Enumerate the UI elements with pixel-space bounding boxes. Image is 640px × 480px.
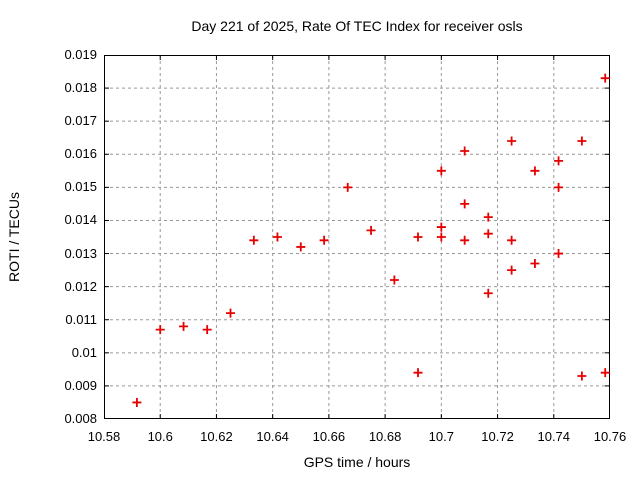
y-tick-label: 0.015 [64, 179, 97, 195]
data-point-marker [319, 235, 329, 245]
chart-title: Day 221 of 2025, Rate Of TEC Index for r… [191, 18, 523, 34]
data-point-marker [483, 288, 493, 298]
y-tick-label: 0.011 [65, 311, 97, 327]
data-point-marker [366, 225, 376, 235]
data-point-marker [413, 232, 423, 242]
data-point-marker [577, 371, 587, 381]
data-point-marker [249, 235, 259, 245]
data-point-marker [554, 182, 564, 192]
y-tick-label: 0.018 [64, 80, 97, 96]
data-point-marker [202, 325, 212, 335]
scatter-plot-canvas [104, 55, 610, 419]
x-tick-label: 10.66 [312, 429, 346, 444]
x-tick-label: 10.64 [256, 429, 289, 444]
data-point-marker [155, 325, 165, 335]
data-point-marker [460, 199, 470, 209]
data-point-marker [389, 275, 399, 285]
data-point-marker [272, 232, 282, 242]
plot-area [104, 55, 610, 419]
y-tick-label: 0.01 [71, 344, 97, 360]
data-point-marker [507, 136, 517, 146]
data-point-marker [436, 232, 446, 242]
x-tick-label: 10.74 [537, 429, 571, 444]
data-point-marker [483, 229, 493, 239]
data-point-marker [600, 73, 610, 83]
data-point-marker [436, 166, 446, 176]
y-tick-label: 0.014 [64, 212, 97, 228]
x-tick-label: 10.7 [428, 429, 454, 444]
y-axis-label: ROTI / TECUs [6, 192, 22, 282]
y-tick-label: 0.012 [64, 278, 97, 294]
data-point-marker [530, 166, 540, 176]
data-point-marker [530, 258, 540, 268]
x-tick-label: 10.68 [368, 429, 402, 444]
data-point-marker [507, 235, 517, 245]
data-point-marker [132, 397, 142, 407]
data-point-marker [577, 136, 587, 146]
data-point-marker [413, 368, 423, 378]
data-point-marker [507, 265, 517, 275]
data-point-marker [343, 182, 353, 192]
y-tick-label: 0.019 [64, 47, 97, 62]
data-point-marker [436, 222, 446, 232]
data-point-marker [483, 212, 493, 222]
data-point-marker [554, 249, 564, 259]
data-point-marker [600, 368, 610, 378]
y-tick-label: 0.008 [64, 411, 97, 426]
plot-frame [104, 55, 610, 419]
y-tick-label: 0.009 [64, 377, 97, 393]
data-point-marker [460, 235, 470, 245]
data-point-marker [554, 156, 564, 166]
data-point-marker [179, 321, 189, 331]
x-tick-label: 10.62 [200, 429, 233, 444]
y-tick-label: 0.017 [64, 113, 97, 129]
data-point-marker [460, 146, 470, 156]
x-tick-label: 10.6 [147, 429, 173, 444]
y-tick-label: 0.013 [64, 245, 97, 261]
x-tick-label: 10.72 [481, 429, 514, 444]
data-point-marker [296, 242, 306, 252]
x-tick-label: 10.76 [593, 429, 627, 444]
data-point-marker [226, 308, 235, 318]
x-axis-label: GPS time / hours [303, 454, 411, 470]
x-tick-label: 10.58 [87, 429, 121, 444]
y-tick-label: 0.016 [64, 146, 97, 162]
